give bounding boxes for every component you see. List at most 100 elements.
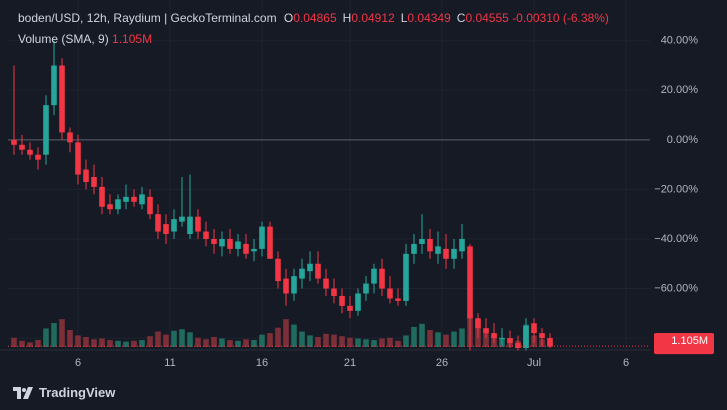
volume-bar xyxy=(19,340,25,347)
volume-bar xyxy=(395,340,401,347)
candle-body xyxy=(515,343,521,348)
candle-body xyxy=(75,142,81,175)
candle-body xyxy=(371,268,377,284)
candle-body xyxy=(523,325,529,348)
ohlc-value: 0.04349 xyxy=(407,11,451,25)
candle-body xyxy=(355,293,361,311)
header: boden/USD, 12h, Raydium | GeckoTerminal.… xyxy=(18,11,609,25)
footer: TradingView xyxy=(12,385,115,400)
candle-body xyxy=(419,238,425,244)
change: -0.00310 (-6.38%) xyxy=(512,11,609,25)
volume-legend: Volume (SMA, 9) 1.105M xyxy=(18,32,152,46)
volume-bar xyxy=(131,340,137,347)
x-tick-label: 16 xyxy=(256,357,268,369)
symbol: boden/USD, 12h, Raydium | GeckoTerminal.… xyxy=(18,11,277,25)
volume-bar xyxy=(331,334,337,347)
y-tick-label: 0.00% xyxy=(667,134,698,146)
volume-bar xyxy=(451,331,457,347)
volume-bar xyxy=(403,335,409,347)
volume-bar xyxy=(347,337,353,347)
volume-bar xyxy=(379,338,385,347)
volume-bar xyxy=(75,335,81,347)
x-tick-label: Jul xyxy=(527,357,541,369)
candle-body xyxy=(275,258,281,282)
candle-body xyxy=(83,169,89,182)
volume-bar xyxy=(387,337,393,347)
volume-bar xyxy=(211,336,217,347)
volume-bar xyxy=(91,339,97,347)
volume-bar xyxy=(267,333,273,347)
volume-bar xyxy=(283,319,289,347)
candle-body xyxy=(27,149,33,155)
candle-body xyxy=(459,238,465,252)
candle-body xyxy=(483,328,489,334)
candle-body xyxy=(203,231,209,239)
candle-body xyxy=(187,216,193,235)
volume-bar xyxy=(259,334,265,347)
volume-bar xyxy=(123,341,129,347)
ohlc: O0.04865 H0.04912 L0.04349 C0.04555 xyxy=(280,11,509,25)
volume-bar xyxy=(339,336,345,347)
volume-bar xyxy=(43,328,49,347)
volume-bar xyxy=(315,336,321,347)
candle-body xyxy=(107,204,113,210)
volume-bar xyxy=(139,340,145,347)
candle-body xyxy=(443,248,449,259)
candle-body xyxy=(547,338,553,347)
candle-body xyxy=(147,196,153,215)
candle-body xyxy=(323,278,329,289)
volume-bar xyxy=(107,340,113,347)
volume-bar xyxy=(59,319,65,347)
y-tick-label: −40.00% xyxy=(654,233,698,245)
volume-bar xyxy=(419,323,425,347)
candle-body xyxy=(395,298,401,301)
volume-bar xyxy=(219,338,225,347)
volume-bar xyxy=(363,339,369,347)
volume-bar xyxy=(355,338,361,347)
candle-body xyxy=(379,268,385,289)
volume-bar xyxy=(443,334,449,347)
volume-bar xyxy=(67,330,73,347)
volume-bar xyxy=(243,339,249,347)
candle-body xyxy=(43,105,49,155)
y-tick-label: 20.00% xyxy=(661,84,699,96)
candle-body xyxy=(19,144,25,150)
x-tick-label: 26 xyxy=(436,357,448,369)
candle-body xyxy=(363,283,369,294)
candle-body xyxy=(59,65,65,133)
candle-body xyxy=(67,132,73,143)
candle-body xyxy=(435,246,441,254)
volume-bar xyxy=(427,330,433,347)
candle-body xyxy=(403,253,409,301)
ohlc-label: C xyxy=(456,11,466,25)
candle-body xyxy=(387,288,393,299)
volume-bar xyxy=(459,328,465,347)
candle-body xyxy=(131,196,137,202)
x-tick-label: 11 xyxy=(164,357,175,369)
candle-body xyxy=(35,154,41,160)
volume-bar xyxy=(251,340,257,347)
candle-body xyxy=(91,177,97,187)
candle-body xyxy=(51,65,57,106)
candle-body xyxy=(299,268,305,279)
volume-bar xyxy=(11,337,17,347)
candle-body xyxy=(195,216,201,232)
candle-body xyxy=(427,238,433,252)
volume-bar xyxy=(227,340,233,347)
candle-body xyxy=(211,238,217,244)
volume-bar xyxy=(435,332,441,347)
volume-bar xyxy=(147,336,153,347)
volume-bar xyxy=(171,330,177,347)
candle-body xyxy=(139,194,145,205)
candle-body xyxy=(115,199,121,210)
candle-body xyxy=(171,219,177,232)
candle-body xyxy=(539,333,545,339)
volume-bar xyxy=(27,342,33,347)
candle-body xyxy=(531,323,537,334)
candle-body xyxy=(507,338,513,344)
ohlc-value: 0.04555 xyxy=(465,11,509,25)
ohlc-value: 0.04865 xyxy=(293,11,337,25)
volume-bar xyxy=(307,335,313,347)
